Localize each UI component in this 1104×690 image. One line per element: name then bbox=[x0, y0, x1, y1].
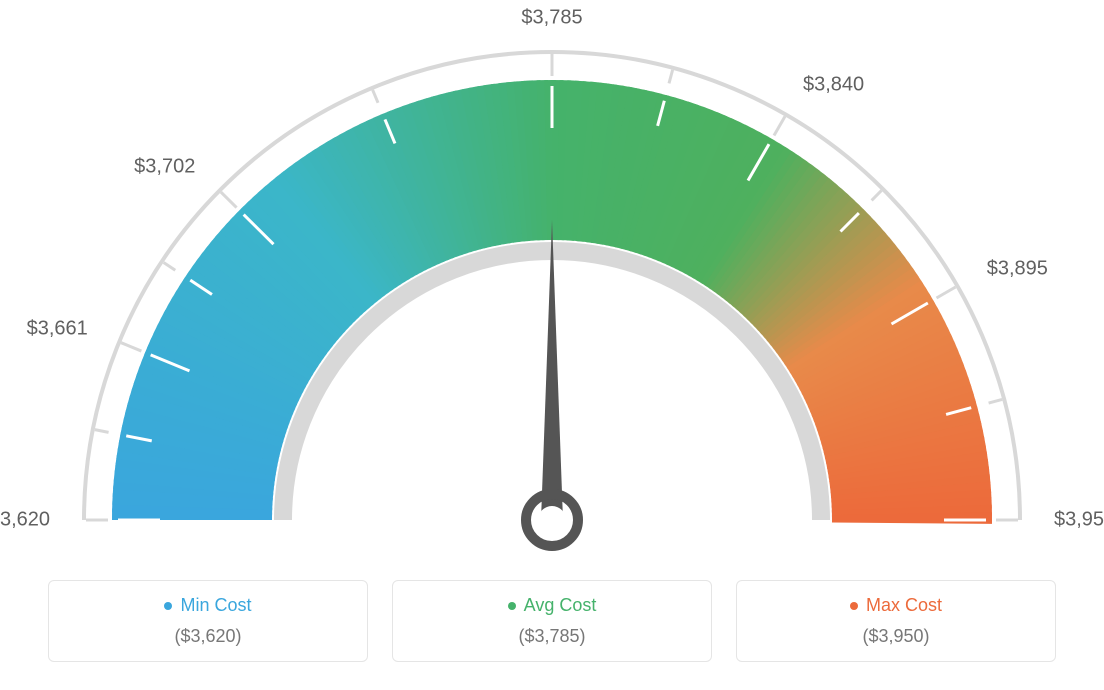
cost-gauge-chart: $3,620$3,661$3,702$3,785$3,840$3,895$3,9… bbox=[22, 20, 1082, 662]
legend-row: Min Cost ($3,620) Avg Cost ($3,785) Max … bbox=[22, 580, 1082, 662]
legend-card-max: Max Cost ($3,950) bbox=[736, 580, 1056, 662]
legend-title-text: Avg Cost bbox=[524, 595, 597, 616]
bullet-icon bbox=[508, 602, 516, 610]
gauge-needle bbox=[541, 220, 563, 520]
legend-value-avg: ($3,785) bbox=[518, 626, 585, 647]
legend-title-max: Max Cost bbox=[850, 595, 942, 616]
legend-value-min: ($3,620) bbox=[174, 626, 241, 647]
legend-title-min: Min Cost bbox=[164, 595, 251, 616]
gauge-svg-container: $3,620$3,661$3,702$3,785$3,840$3,895$3,9… bbox=[22, 20, 1082, 560]
legend-title-text: Max Cost bbox=[866, 595, 942, 616]
legend-card-min: Min Cost ($3,620) bbox=[48, 580, 368, 662]
bullet-icon bbox=[850, 602, 858, 610]
legend-card-avg: Avg Cost ($3,785) bbox=[392, 580, 712, 662]
legend-title-text: Min Cost bbox=[180, 595, 251, 616]
needle-hub-inner bbox=[538, 506, 566, 534]
tick-label: $3,785 bbox=[521, 7, 582, 30]
bullet-icon bbox=[164, 602, 172, 610]
tick-label: $3,661 bbox=[27, 317, 88, 340]
tick-label: $3,895 bbox=[987, 258, 1048, 281]
tick-label: $3,702 bbox=[134, 155, 195, 178]
gauge-svg bbox=[22, 20, 1082, 560]
legend-value-max: ($3,950) bbox=[862, 626, 929, 647]
legend-title-avg: Avg Cost bbox=[508, 595, 597, 616]
tick-label: $3,620 bbox=[0, 509, 50, 532]
tick-label: $3,950 bbox=[1054, 509, 1104, 532]
tick-label: $3,840 bbox=[803, 74, 864, 97]
